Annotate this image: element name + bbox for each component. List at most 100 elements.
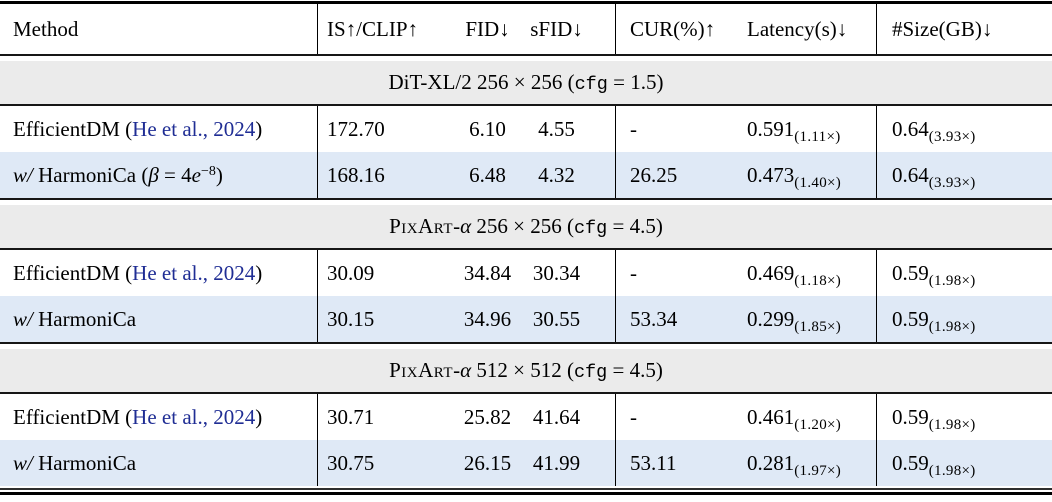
is-clip-value: 30.09	[327, 261, 375, 285]
method-text-end: )	[215, 163, 223, 187]
bottom-rule-thick	[0, 492, 1052, 495]
is-clip-value: 30.15	[327, 307, 375, 331]
size-ratio-subscript: (1.98×)	[928, 417, 976, 433]
sfid-value: 41.99	[530, 440, 616, 486]
col-header-latency: Latency(s)↓	[735, 4, 877, 54]
section-title: PixArt-α 512 × 512 (cfg = 4.5)	[389, 358, 663, 383]
size-value: 0.59(1.98×)	[892, 261, 976, 289]
size-ratio-subscript: (3.93×)	[928, 175, 976, 191]
section-rule	[0, 248, 1052, 250]
latency-speedup-subscript: (1.20×)	[794, 417, 842, 433]
table-row-efficientdm: EfficientDM (He et al., 2024) 172.70 6.1…	[0, 106, 1052, 152]
sfid-value: 30.55	[530, 296, 616, 342]
latency-speedup-subscript: (1.11×)	[794, 129, 841, 145]
table-row-efficientdm: EfficientDM (He et al., 2024) 30.09 34.8…	[0, 250, 1052, 296]
cur-value: 53.34	[630, 307, 678, 331]
citation-link[interactable]: He et al., 2024	[132, 117, 256, 141]
spacer	[0, 490, 1052, 492]
sfid-value: 41.64	[530, 394, 616, 440]
col-header-is-clip: IS↑/CLIP↑	[327, 17, 419, 41]
method-text: EfficientDM (	[13, 405, 133, 429]
method-text: EfficientDM (	[13, 117, 133, 141]
col-header-sfid: sFID↓	[530, 4, 616, 54]
is-clip-value: 30.75	[327, 451, 375, 475]
size-ratio-subscript: (1.98×)	[928, 319, 976, 335]
table-row-harmonica: w/ HarmoniCa (β = 4e−8) 168.16 6.48 4.32…	[0, 152, 1052, 198]
pixart-smallcaps: PixArt	[389, 358, 454, 382]
section-header-pixart-256: PixArt-α 256 × 256 (cfg = 4.5)	[0, 205, 1052, 248]
fid-value: 34.96	[463, 307, 512, 331]
method-w-italic: w/	[13, 163, 33, 187]
cfg-monospace: cfg	[573, 218, 608, 239]
method-text: HarmoniCa	[32, 451, 137, 475]
size-ratio-subscript: (1.98×)	[928, 273, 976, 289]
top-rule	[0, 1, 1052, 4]
latency-speedup-subscript: (1.40×)	[794, 175, 842, 191]
cur-value: 53.11	[630, 451, 677, 475]
size-ratio-subscript: (3.93×)	[928, 129, 976, 145]
fid-value: 25.82	[463, 405, 512, 429]
section-header-pixart-512: PixArt-α 512 × 512 (cfg = 4.5)	[0, 349, 1052, 392]
method-cell: w/ HarmoniCa (β = 4e−8)	[0, 152, 318, 198]
spacer	[0, 344, 1052, 349]
method-cell: EfficientDM (He et al., 2024)	[0, 250, 318, 296]
latency-speedup-subscript: (1.18×)	[794, 273, 842, 289]
is-clip-value: 30.71	[327, 405, 375, 429]
fid-value: 6.10	[469, 117, 506, 141]
cur-value: -	[630, 405, 637, 429]
spacer	[0, 486, 1052, 488]
latency-speedup-subscript: (1.85×)	[794, 319, 842, 335]
size-value: 0.59(1.98×)	[892, 307, 976, 335]
exponent: −8	[200, 164, 216, 179]
cur-value: -	[630, 117, 637, 141]
section-rule	[0, 104, 1052, 106]
fid-value: 26.15	[463, 451, 512, 475]
cur-value: 26.25	[630, 163, 678, 187]
cfg-monospace: cfg	[573, 362, 608, 383]
method-text: HarmoniCa	[32, 307, 137, 331]
table-row-harmonica: w/ HarmoniCa 30.15 34.96 30.55 53.34 0.2…	[0, 296, 1052, 342]
is-clip-value: 172.70	[327, 117, 385, 141]
e-symbol: e	[191, 163, 201, 187]
header-rule	[0, 54, 1052, 56]
section-rule	[0, 198, 1052, 200]
citation-link[interactable]: He et al., 2024	[132, 261, 256, 285]
method-text-end: )	[255, 405, 263, 429]
size-value: 0.64(3.93×)	[892, 163, 976, 191]
size-value: 0.59(1.98×)	[892, 451, 976, 479]
pixart-smallcaps: PixArt	[389, 214, 454, 238]
method-text-end: )	[255, 261, 263, 285]
bottom-rule-thin	[0, 488, 1052, 490]
sfid-value: 30.34	[530, 250, 616, 296]
is-clip-value: 168.16	[327, 163, 385, 187]
beta-symbol: β	[148, 163, 159, 187]
col-header-method: Method	[0, 4, 318, 54]
col-header-size: #Size(GB)↓	[892, 17, 993, 41]
citation-link[interactable]: He et al., 2024	[132, 405, 256, 429]
col-header-fid: FID↓	[465, 17, 510, 41]
latency-value: 0.299(1.85×)	[735, 296, 877, 342]
latency-value: 0.461(1.20×)	[735, 394, 877, 440]
table-row-harmonica: w/ HarmoniCa 30.75 26.15 41.99 53.11 0.2…	[0, 440, 1052, 486]
alpha-symbol: α	[460, 214, 472, 238]
table-row-efficientdm: EfficientDM (He et al., 2024) 30.71 25.8…	[0, 394, 1052, 440]
alpha-symbol: α	[460, 358, 472, 382]
size-value: 0.59(1.98×)	[892, 405, 976, 433]
cfg-monospace: cfg	[574, 74, 608, 95]
method-cell: EfficientDM (He et al., 2024)	[0, 106, 318, 152]
sfid-value: 4.32	[530, 152, 616, 198]
latency-value: 0.281(1.97×)	[735, 440, 877, 486]
method-cell: EfficientDM (He et al., 2024)	[0, 394, 318, 440]
method-text: HarmoniCa (	[32, 163, 149, 187]
section-rule	[0, 342, 1052, 344]
method-w-italic: w/	[13, 451, 33, 475]
method-cell: w/ HarmoniCa	[0, 440, 318, 486]
method-cell: w/ HarmoniCa	[0, 296, 318, 342]
method-w-italic: w/	[13, 307, 33, 331]
size-ratio-subscript: (1.98×)	[928, 463, 976, 479]
latency-value: 0.591(1.11×)	[735, 106, 877, 152]
fid-value: 34.84	[463, 261, 512, 285]
table-header-row: Method IS↑/CLIP↑ FID↓ sFID↓ CUR(%)↑ Late…	[0, 4, 1052, 54]
col-header-cur: CUR(%)↑	[630, 17, 716, 41]
